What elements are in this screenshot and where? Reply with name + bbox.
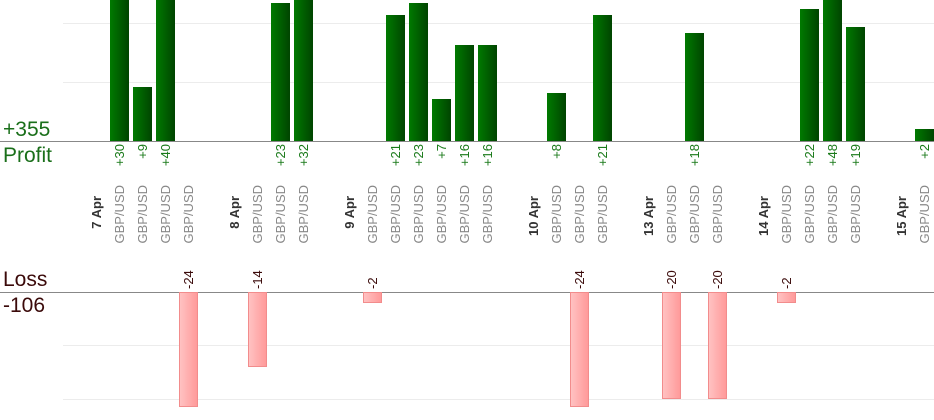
loss-gridline [63, 399, 934, 400]
loss-value-label: -14 [250, 270, 265, 289]
profit-bar [846, 27, 865, 141]
profit-value-label: +23 [411, 144, 426, 167]
loss-value-label: -2 [365, 277, 380, 289]
pair-label: GBP/USD [710, 185, 725, 244]
profit-value-label: +16 [457, 144, 472, 167]
pair-label: GBP/USD [779, 185, 794, 244]
profit-bar [409, 3, 428, 141]
loss-value-label: -2 [779, 277, 794, 289]
profit-bar [823, 0, 842, 141]
profit-bar [800, 9, 819, 141]
pair-label: GBP/USD [848, 185, 863, 244]
profit-bar [685, 33, 704, 141]
pair-label: GBP/USD [250, 185, 265, 244]
profit-value-label: +21 [595, 144, 610, 167]
profit-value-label: +2 [917, 144, 932, 159]
loss-total: -106 [3, 294, 46, 317]
profit-bar [386, 15, 405, 141]
pair-label: GBP/USD [273, 185, 288, 244]
pair-label: GBP/USD [687, 185, 702, 244]
date-label: 14 Apr [756, 196, 771, 236]
pair-label: GBP/USD [434, 185, 449, 244]
profit-label: Profit [3, 144, 53, 167]
loss-bar [248, 292, 267, 367]
profit-baseline [0, 141, 934, 142]
profit-value-label: +30 [112, 144, 127, 167]
pair-label: GBP/USD [388, 185, 403, 244]
pair-label: GBP/USD [135, 185, 150, 244]
loss-bar [570, 292, 589, 407]
loss-bar [708, 292, 727, 399]
date-label: 15 Apr [894, 196, 909, 236]
loss-baseline [0, 292, 934, 293]
profit-value-label: +9 [135, 144, 150, 159]
profit-value-label: +18 [687, 144, 702, 167]
profit-bar [593, 15, 612, 141]
profit-value-label: +23 [273, 144, 288, 167]
pair-label: GBP/USD [549, 185, 564, 244]
pair-label: GBP/USD [365, 185, 380, 244]
date-label: 9 Apr [342, 196, 357, 229]
profit-bar [478, 45, 497, 141]
pair-label: GBP/USD [112, 185, 127, 244]
profit-bar [294, 0, 313, 141]
pair-label: GBP/USD [802, 185, 817, 244]
pair-label: GBP/USD [917, 185, 932, 244]
loss-value-label: -24 [181, 270, 196, 289]
date-label: 13 Apr [641, 196, 656, 236]
pair-label: GBP/USD [595, 185, 610, 244]
profit-value-label: +7 [434, 144, 449, 159]
pair-label: GBP/USD [158, 185, 173, 244]
loss-value-label: -24 [572, 270, 587, 289]
profit-total: +355 [3, 118, 51, 141]
profit-value-label: +8 [549, 144, 564, 159]
profit-value-label: +16 [480, 144, 495, 167]
profit-bar [432, 99, 451, 141]
loss-gridline [63, 345, 934, 346]
date-label: 7 Apr [89, 196, 104, 229]
loss-label: Loss [3, 268, 48, 291]
loss-value-label: -20 [664, 270, 679, 289]
loss-bar [179, 292, 198, 407]
pair-label: GBP/USD [664, 185, 679, 244]
profit-value-label: +32 [296, 144, 311, 167]
profit-bar [133, 87, 152, 141]
date-label: 8 Apr [227, 196, 242, 229]
date-label: 10 Apr [526, 196, 541, 236]
loss-bar [777, 292, 796, 303]
profit-value-label: +19 [848, 144, 863, 167]
profit-bar [455, 45, 474, 141]
pair-label: GBP/USD [296, 185, 311, 244]
profit-value-label: +40 [158, 144, 173, 167]
pair-label: GBP/USD [480, 185, 495, 244]
profit-bar [547, 93, 566, 141]
profit-bar [915, 129, 934, 141]
loss-value-label: -20 [710, 270, 725, 289]
pair-label: GBP/USD [572, 185, 587, 244]
profit-gridline [63, 23, 934, 24]
profit-value-label: +48 [825, 144, 840, 167]
loss-bar [662, 292, 681, 399]
loss-bar [363, 292, 382, 303]
profit-bar [156, 0, 175, 141]
profit-bar [271, 3, 290, 141]
pair-label: GBP/USD [457, 185, 472, 244]
pair-label: GBP/USD [825, 185, 840, 244]
profit-gridline [63, 82, 934, 83]
pair-label: GBP/USD [411, 185, 426, 244]
profit-value-label: +22 [802, 144, 817, 167]
profit-value-label: +21 [388, 144, 403, 167]
pair-label: GBP/USD [181, 185, 196, 244]
profit-bar [110, 0, 129, 141]
